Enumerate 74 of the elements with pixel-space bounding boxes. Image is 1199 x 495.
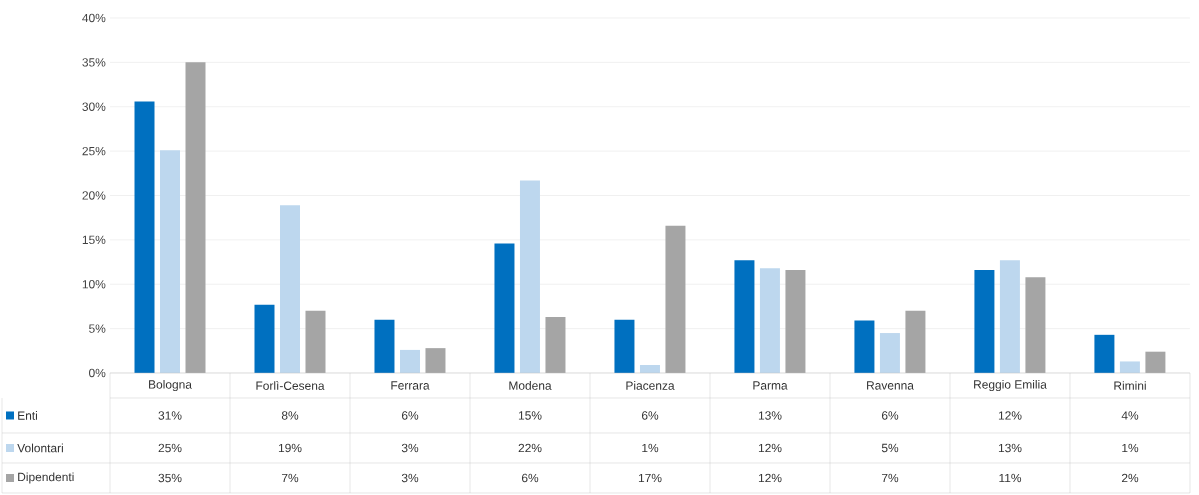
data-label: 4% [1121,411,1139,420]
data-label: 31% [158,411,182,420]
bar [494,243,515,373]
bar [999,260,1020,373]
data-label: 12% [998,411,1022,420]
bar [134,101,155,373]
bar [759,268,780,373]
bar [785,270,806,373]
y-tick-label: 25% [82,146,106,156]
data-label: 2% [1121,473,1139,483]
bar [305,310,326,373]
data-label: 6% [641,411,659,420]
data-label: 7% [281,473,299,483]
data-label: 35% [158,473,182,483]
x-tick-label: Modena [509,381,552,390]
x-tick-label: Ferrara [391,381,430,390]
y-tick-label: 5% [89,324,106,333]
x-tick-label: Forlì-Cesena [256,381,325,390]
data-label: 6% [401,411,419,420]
data-label: 22% [518,443,542,453]
y-tick-label: 0% [89,368,106,378]
data-label: 19% [278,443,302,453]
data-label: 6% [521,473,539,483]
bar [519,180,540,373]
legend-label: Dipendenti [18,472,74,484]
y-tick-label: 10% [82,280,106,289]
bar [374,319,395,373]
bar [160,150,181,373]
data-label: 13% [758,411,782,420]
bar [254,304,275,373]
bar [614,319,635,373]
x-tick-label: Rimini [1114,381,1146,390]
data-label: 12% [758,473,782,483]
legend-label: Enti [18,411,37,420]
bar [425,348,446,373]
x-tick-label: Piacenza [626,381,675,390]
data-label: 8% [281,411,299,420]
data-label: 3% [401,443,419,453]
data-label: 12% [758,443,782,453]
data-label: 1% [642,443,659,453]
bar [734,260,755,373]
data-label: 13% [998,443,1022,453]
x-tick-label: Reggio Emilia [974,379,1047,392]
bar [185,62,206,373]
y-tick-label: 15% [82,235,106,245]
x-tick-label: Bologna [149,379,192,392]
data-label: 6% [881,411,899,420]
x-tick-label: Ravenna [867,381,914,390]
bar [974,270,995,373]
bar [1145,351,1166,373]
data-label: 17% [638,473,662,483]
bar [399,349,420,373]
y-tick-label: 35% [82,58,106,67]
data-label: 11% [999,473,1022,483]
legend-label: Volontari [17,443,63,453]
bar [279,205,300,373]
y-tick-label: 30% [82,102,106,111]
data-label: 3% [401,473,419,483]
y-tick-label: 20% [82,191,106,200]
data-label: 25% [158,443,182,453]
data-label: 7% [881,473,899,483]
bar [1025,277,1046,373]
data-label: 5% [881,443,899,453]
data-label: 1% [1122,443,1139,453]
bar [905,310,926,373]
bar [665,225,686,373]
bar [854,320,875,373]
y-tick-label: 40% [82,13,106,23]
bar [545,317,566,373]
bar [879,333,900,373]
bar [1094,334,1115,373]
bar [1119,361,1140,373]
x-tick-label: Parma [753,381,788,390]
data-label: 15% [518,411,542,420]
